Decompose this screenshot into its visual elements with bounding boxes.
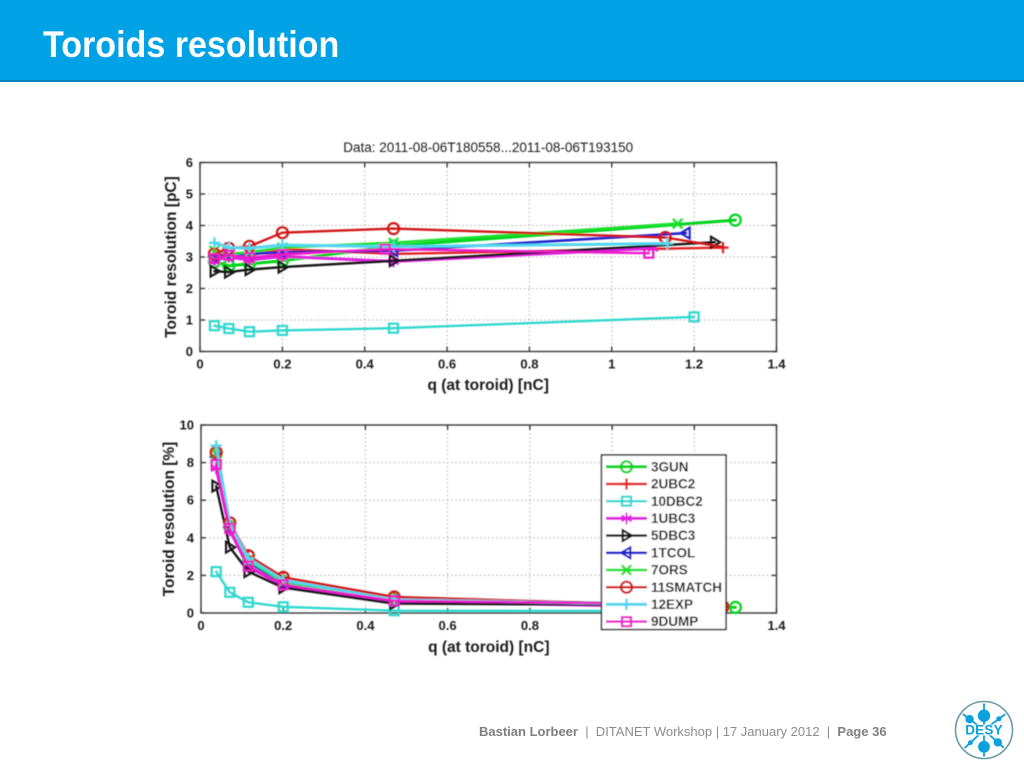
svg-text:0: 0 [186, 344, 193, 359]
svg-text:8: 8 [187, 455, 194, 470]
svg-text:Data: 2011-08-06T180558...2011: Data: 2011-08-06T180558...2011-08-06T193… [343, 140, 633, 155]
svg-text:2: 2 [187, 568, 194, 583]
svg-text:1TCOL: 1TCOL [651, 545, 695, 560]
svg-text:4: 4 [186, 218, 194, 233]
svg-text:1.4: 1.4 [767, 357, 786, 372]
svg-text:1: 1 [608, 357, 615, 372]
svg-text:2UBC2: 2UBC2 [651, 477, 695, 492]
svg-text:0.8: 0.8 [520, 357, 538, 372]
svg-text:0: 0 [196, 357, 203, 372]
svg-text:11SMATCH: 11SMATCH [651, 580, 722, 595]
svg-text:3GUN: 3GUN [651, 459, 689, 474]
svg-text:3: 3 [186, 250, 193, 265]
svg-text:5DBC3: 5DBC3 [651, 528, 696, 543]
svg-text:7ORS: 7ORS [651, 563, 688, 578]
svg-text:1.4: 1.4 [767, 618, 786, 633]
svg-text:0: 0 [187, 606, 194, 621]
svg-text:6: 6 [187, 493, 194, 508]
svg-text:DESY: DESY [965, 723, 1003, 738]
svg-text:1UBC3: 1UBC3 [651, 511, 696, 526]
svg-text:Toroid resolution [%]: Toroid resolution [%] [161, 442, 178, 597]
svg-text:4: 4 [187, 530, 195, 545]
svg-text:0.8: 0.8 [521, 618, 539, 633]
svg-text:0.6: 0.6 [439, 618, 457, 633]
svg-text:10DBC2: 10DBC2 [651, 494, 703, 509]
svg-text:q (at toroid) [nC]: q (at toroid) [nC] [428, 639, 549, 656]
svg-text:6: 6 [186, 155, 193, 170]
svg-text:12EXP: 12EXP [651, 597, 693, 612]
svg-text:0: 0 [197, 618, 204, 633]
svg-text:Toroid resolution [pC]: Toroid resolution [pC] [163, 176, 180, 338]
svg-text:0.4: 0.4 [356, 357, 375, 372]
svg-text:q (at toroid) [nC]: q (at toroid) [nC] [428, 377, 549, 394]
svg-text:10: 10 [180, 418, 194, 433]
svg-text:0.2: 0.2 [273, 357, 291, 372]
svg-text:2: 2 [186, 281, 193, 296]
svg-text:0.2: 0.2 [274, 618, 292, 633]
svg-text:1: 1 [186, 313, 193, 328]
svg-text:1.2: 1.2 [685, 357, 703, 372]
svg-text:9DUMP: 9DUMP [651, 614, 698, 629]
svg-text:5: 5 [186, 187, 193, 202]
svg-text:0.4: 0.4 [356, 618, 375, 633]
svg-text:0.6: 0.6 [438, 357, 456, 372]
